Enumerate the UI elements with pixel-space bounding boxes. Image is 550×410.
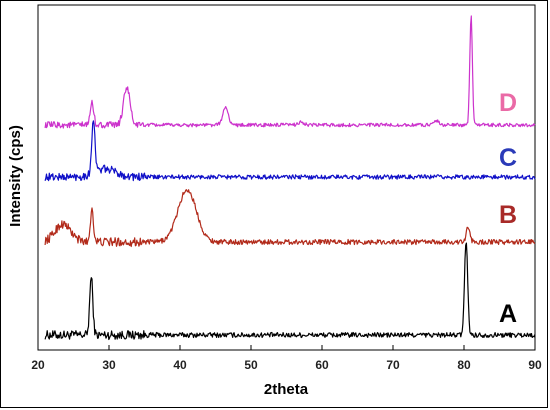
series-line-a (44, 242, 536, 341)
x-tick-label: 40 (173, 358, 187, 372)
y-axis-title: Intensity (cps) (7, 125, 24, 227)
x-tick-label: 70 (386, 358, 400, 372)
x-tick-label: 50 (244, 358, 258, 372)
x-tick-label: 20 (31, 358, 45, 372)
series-group (44, 15, 536, 341)
series-line-b (44, 189, 536, 248)
x-axis-title: 2theta (264, 381, 309, 398)
x-axis-ticks: 20 30 40 50 60 70 80 90 (31, 345, 542, 372)
series-label-d: D (499, 89, 517, 117)
plot-area (37, 4, 536, 351)
series-label-b: B (499, 201, 517, 229)
series-line-c (44, 120, 536, 182)
x-tick-label: 60 (315, 358, 329, 372)
x-tick-label: 90 (528, 358, 542, 372)
x-tick-label: 30 (102, 358, 116, 372)
series-label-a: A (499, 300, 517, 328)
series-line-d (44, 15, 536, 129)
x-tick-label: 80 (457, 358, 471, 372)
series-label-c: C (499, 144, 517, 172)
